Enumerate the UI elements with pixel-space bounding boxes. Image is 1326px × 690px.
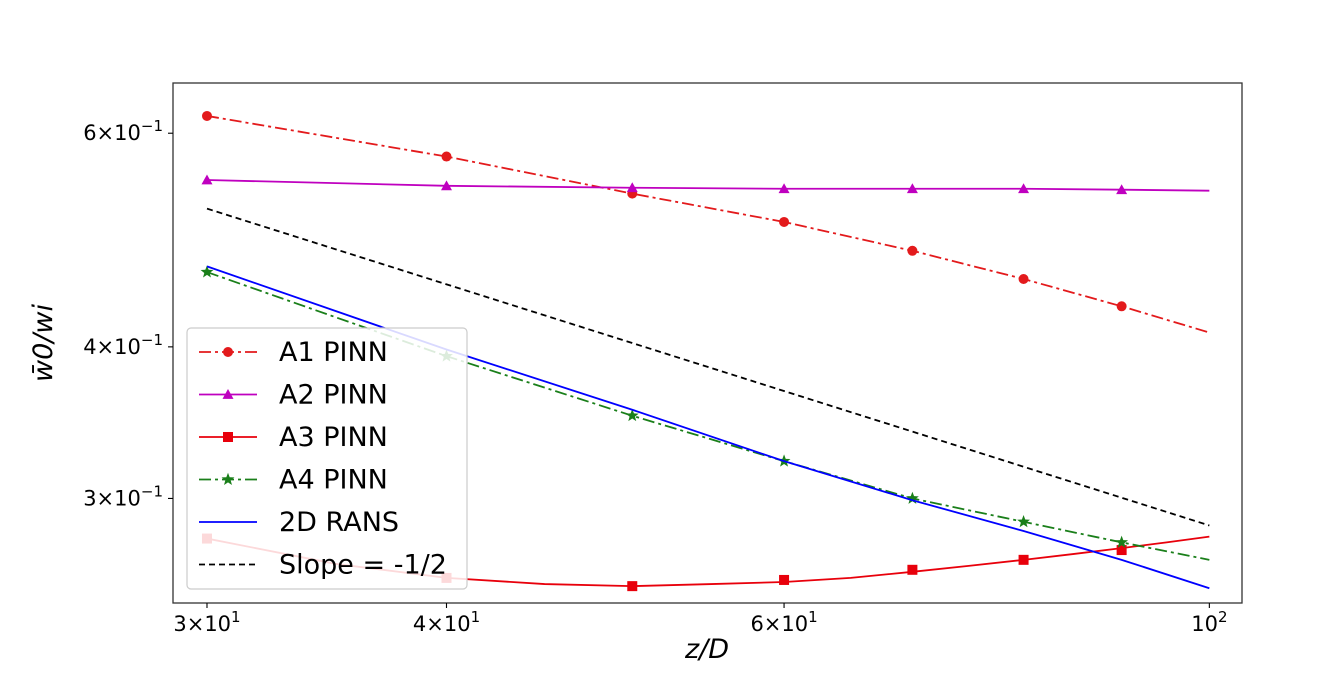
data-point (626, 182, 638, 193)
legend-label: A4 PINN (279, 465, 388, 496)
legend-label: A1 PINN (279, 337, 388, 368)
x-tick-label: 102 (1191, 608, 1227, 636)
plot-frame (172, 82, 1243, 604)
data-point (778, 183, 790, 194)
data-point (201, 174, 213, 185)
series-5 (206, 265, 1210, 590)
data-point (625, 408, 639, 422)
data-point (779, 216, 790, 227)
data-point (440, 180, 452, 191)
y-axis: 6×10−1 4×10−1 3×10−1 (83, 117, 173, 510)
series-line (206, 179, 1210, 192)
data-point (1116, 301, 1127, 312)
legend-label: A3 PINN (279, 422, 388, 453)
series-1 (201, 110, 1210, 334)
data-point (907, 564, 918, 575)
legend-label: 2D RANS (279, 507, 399, 538)
series-2 (201, 174, 1210, 195)
legend-marker (222, 389, 234, 399)
series-line (206, 115, 1210, 334)
data-point (1018, 554, 1029, 565)
legend-label: Slope = -1/2 (279, 550, 447, 581)
legend-entry: Slope = -1/2 (199, 550, 447, 581)
data-point (907, 245, 918, 256)
data-point (1018, 273, 1029, 284)
legend-marker (223, 347, 233, 357)
y-tick-label: 6×10−1 (83, 117, 163, 145)
x-tick-label: 6×101 (750, 608, 817, 636)
data-point (1116, 545, 1127, 556)
legend-label: A2 PINN (279, 380, 388, 411)
series-line (206, 207, 1210, 527)
x-tick-label: 4×101 (413, 608, 480, 636)
legend-entry: 2D RANS (199, 507, 399, 538)
x-tick-label: 3×101 (173, 608, 240, 636)
data-point (627, 581, 638, 592)
series-6 (206, 207, 1210, 527)
data-point (1116, 184, 1128, 195)
y-tick-label: 4×10−1 (83, 331, 163, 359)
series-line (206, 265, 1210, 590)
legend-marker (223, 432, 233, 442)
data-point (1115, 535, 1129, 548)
y-axis-label: w̄0/wi (28, 304, 59, 382)
data-point (441, 151, 452, 162)
series-line (206, 535, 1210, 588)
data-point (201, 110, 212, 121)
data-point (779, 574, 790, 585)
y-tick-label: 3×10−1 (83, 482, 163, 510)
legend-entry: A1 PINN (199, 337, 388, 368)
data-point (906, 183, 918, 194)
legend-entry: A2 PINN (199, 380, 388, 411)
x-axis: 3×101 4×101 6×101 102 (173, 603, 1227, 636)
legend-entry: A3 PINN (199, 422, 388, 453)
data-point (1018, 183, 1030, 194)
legend-entry: A4 PINN (199, 465, 388, 496)
legend-marker (221, 472, 235, 485)
legend: A1 PINN A2 PINN A3 PINN A4 PINN 2D RANS Slope… (186, 327, 468, 590)
legend-box (186, 327, 468, 590)
data-point (905, 491, 919, 504)
data-point (1017, 515, 1030, 528)
data-point (200, 265, 214, 278)
x-axis-label: z/D (684, 634, 729, 665)
